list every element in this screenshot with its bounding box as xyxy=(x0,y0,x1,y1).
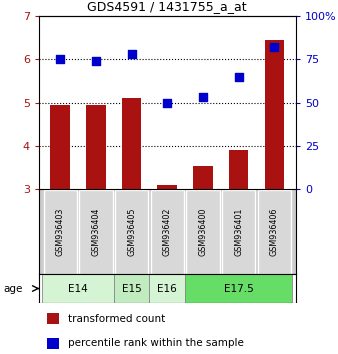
Text: transformed count: transformed count xyxy=(68,314,165,324)
Title: GDS4591 / 1431755_a_at: GDS4591 / 1431755_a_at xyxy=(88,0,247,13)
Text: GSM936404: GSM936404 xyxy=(92,208,100,256)
Text: GSM936400: GSM936400 xyxy=(198,208,208,256)
Bar xyxy=(193,166,213,189)
Bar xyxy=(115,190,148,274)
Text: E14: E14 xyxy=(68,284,88,293)
Bar xyxy=(47,313,59,324)
Bar xyxy=(229,150,248,189)
Text: GSM936402: GSM936402 xyxy=(163,207,172,256)
Bar xyxy=(43,274,114,303)
Text: GSM936403: GSM936403 xyxy=(56,208,65,256)
Text: GSM936406: GSM936406 xyxy=(270,208,279,256)
Point xyxy=(200,95,206,100)
Bar xyxy=(47,338,59,349)
Bar xyxy=(186,190,220,274)
Text: E16: E16 xyxy=(158,284,177,293)
Point xyxy=(57,56,63,62)
Text: age: age xyxy=(3,284,23,293)
Point xyxy=(272,44,277,50)
Bar xyxy=(122,98,141,189)
Bar xyxy=(222,190,256,274)
Bar xyxy=(149,274,185,303)
Bar xyxy=(44,190,77,274)
Bar xyxy=(185,274,292,303)
Point xyxy=(165,100,170,105)
Point xyxy=(236,74,241,79)
Text: percentile rank within the sample: percentile rank within the sample xyxy=(68,338,243,348)
Bar xyxy=(150,190,184,274)
Text: GSM936401: GSM936401 xyxy=(234,208,243,256)
Bar xyxy=(79,190,113,274)
Bar xyxy=(86,105,106,189)
Bar xyxy=(50,105,70,189)
Bar xyxy=(114,274,149,303)
Bar xyxy=(258,190,291,274)
Point xyxy=(129,51,134,57)
Bar xyxy=(265,40,284,189)
Point xyxy=(93,58,99,64)
Text: GSM936405: GSM936405 xyxy=(127,207,136,256)
Bar xyxy=(158,185,177,189)
Text: E15: E15 xyxy=(122,284,142,293)
Text: E17.5: E17.5 xyxy=(224,284,254,293)
